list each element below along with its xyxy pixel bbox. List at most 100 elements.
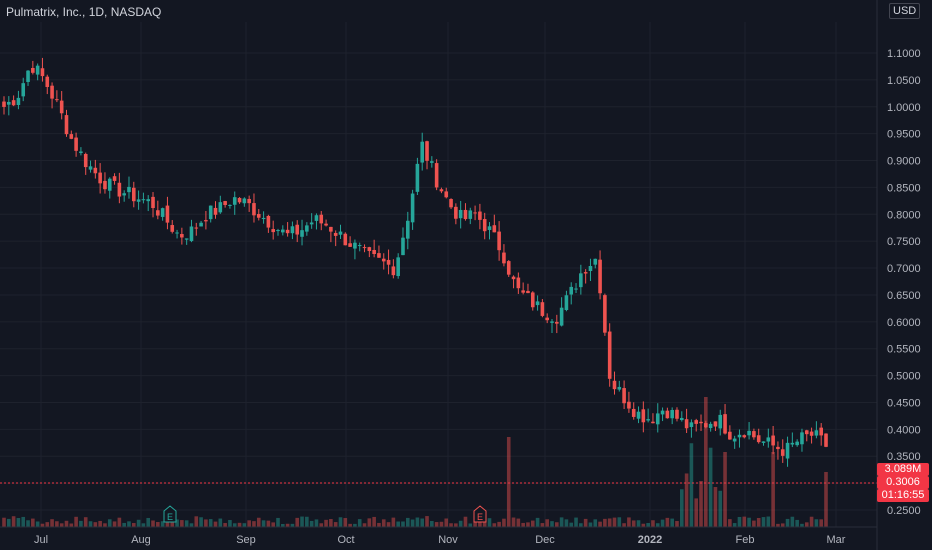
volume-bar: [88, 521, 93, 527]
candle-body: [795, 441, 799, 446]
volume-bar: [305, 516, 309, 527]
earnings-marker-shape: [473, 505, 487, 523]
volume-bar: [670, 518, 674, 527]
countdown-tag: 01:16:55: [877, 489, 929, 502]
candle-body: [372, 249, 376, 255]
candle-body: [353, 242, 357, 249]
volume-bar: [646, 523, 650, 527]
candle-body: [64, 115, 69, 135]
candle-body: [502, 252, 506, 264]
candle-body: [151, 196, 155, 209]
y-tick-label: 0.6000: [887, 317, 921, 329]
volume-bar: [319, 523, 324, 527]
candle-body: [324, 223, 328, 226]
candle-body: [804, 430, 809, 435]
volume-bar: [228, 520, 232, 527]
earnings-marker-label: E: [167, 512, 173, 522]
candle-body: [194, 227, 199, 229]
candle-body: [728, 431, 732, 440]
candle-body: [223, 201, 227, 205]
candle-body: [208, 205, 213, 220]
volume-bar: [194, 516, 199, 527]
volume-bar: [809, 516, 814, 527]
candle-body: [530, 292, 535, 308]
candle-body: [247, 198, 251, 204]
candle-body: [309, 222, 314, 225]
candle-body: [492, 225, 497, 233]
candle-body: [271, 229, 275, 233]
y-tick-label: 1.1000: [887, 48, 921, 60]
candle-body: [146, 199, 151, 202]
volume-bar: [559, 517, 564, 527]
candle-body: [708, 423, 713, 429]
candle-body: [117, 182, 122, 197]
volume-bar: [401, 521, 405, 527]
candle-body: [189, 226, 194, 242]
volume-bar: [814, 519, 819, 527]
candle-body: [785, 442, 790, 459]
candle-body: [646, 419, 650, 421]
volume-bar: [607, 518, 612, 527]
volume-bar: [430, 520, 434, 527]
volume-bar: [11, 516, 16, 527]
volume-bar: [218, 518, 223, 527]
candle-body: [497, 231, 501, 251]
candle-body: [175, 232, 179, 234]
candle-body: [747, 430, 751, 436]
volume-bar: [487, 518, 492, 527]
volume-bar: [180, 520, 184, 527]
volume-bar: [146, 517, 151, 527]
y-tick-label: 0.3500: [887, 451, 921, 463]
volume-bar: [247, 520, 251, 527]
volume-bar: [199, 517, 203, 527]
candle-body: [103, 180, 107, 190]
candle-body: [473, 212, 477, 214]
time-axis[interactable]: Jul Aug Sep Oct Nov Dec 2022 Feb Mar: [0, 526, 877, 546]
candle-body: [487, 226, 492, 230]
currency-label[interactable]: USD: [889, 3, 921, 19]
volume-bar: [21, 516, 26, 527]
candle-body: [2, 101, 6, 107]
volume-bar: [131, 523, 136, 527]
volume-bar: [170, 520, 175, 527]
volume-bar: [704, 397, 708, 527]
y-tick-label: 1.0000: [887, 102, 921, 114]
earnings-marker[interactable]: E: [473, 505, 487, 523]
price-axis[interactable]: 0.25000.30000.35000.40000.45000.50000.55…: [876, 0, 921, 550]
volume-bar: [343, 518, 348, 527]
earnings-marker[interactable]: E: [163, 505, 177, 523]
volume-bar: [252, 521, 256, 527]
candle-body: [386, 259, 391, 265]
volume-bar: [223, 523, 227, 527]
candle-body: [444, 191, 449, 198]
volume-bar: [540, 523, 545, 527]
candle-body: [718, 414, 723, 429]
candle-body: [689, 422, 694, 428]
candle-body: [131, 187, 136, 202]
candle-body: [107, 178, 112, 191]
candle-body: [636, 411, 641, 419]
candle-body: [232, 197, 237, 205]
candle-body: [141, 199, 146, 201]
volume-bar: [45, 522, 50, 527]
volume-bar: [204, 519, 208, 527]
candle-body: [478, 211, 482, 220]
candle-body: [526, 290, 530, 294]
volume-bar: [285, 523, 290, 527]
volume-bar: [732, 523, 737, 527]
candle-body: [415, 163, 420, 192]
candle-body: [228, 204, 232, 206]
volume-bar: [175, 519, 179, 527]
candle-body: [93, 167, 98, 174]
candle-body: [545, 317, 549, 321]
candle-body: [583, 272, 588, 274]
candle-body: [439, 189, 444, 192]
volume-bar: [415, 517, 420, 527]
candle-body: [607, 331, 612, 379]
volume-bar: [93, 522, 98, 527]
candle-body: [425, 141, 429, 161]
candle-body: [511, 276, 516, 280]
volume-bar: [766, 516, 771, 527]
